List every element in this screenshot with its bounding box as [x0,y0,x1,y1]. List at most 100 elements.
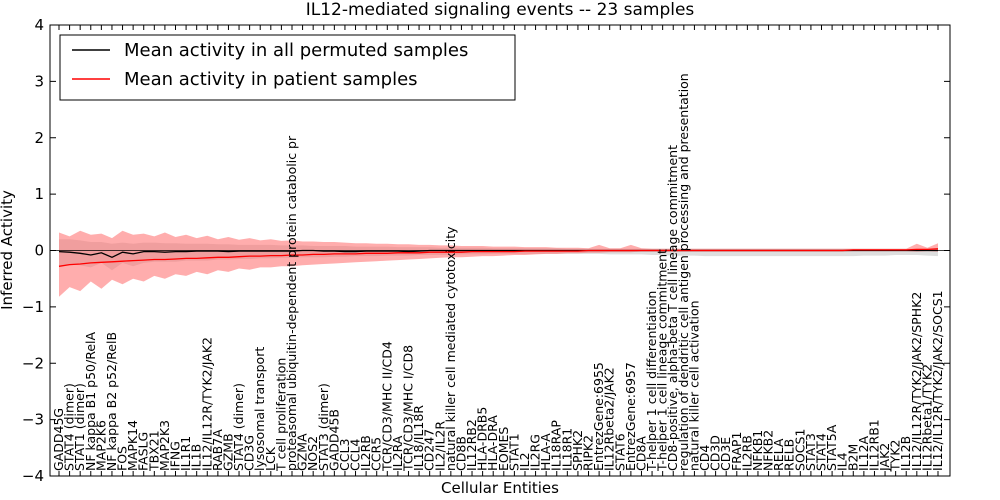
entity-label: FASLG [136,432,151,471]
entity-label: CD3E [718,437,733,471]
legend: Mean activity in all permuted samples Me… [59,34,516,101]
entity-label: STAT1 (dimer) [72,383,87,471]
legend-label-permuted: Mean activity in all permuted samples [124,40,468,61]
entity-label: IL12A [856,435,871,471]
entity-label: RIPK2 [581,435,596,471]
entity-label: T-helper 1 cell lineage commitment [655,249,670,472]
entity-label: TYK2 [888,440,903,472]
entity-label: natural killer cell activation [686,300,701,471]
entity-label: CD3D [708,435,723,471]
y-tick-label: −3 [22,411,44,429]
entity-label: GADD45G [51,408,66,471]
plot-frame [49,24,951,477]
entity-label: TBX21 [146,430,161,472]
entity-label: CCL3 [337,439,352,471]
entity-label: lysosomal transport [252,347,267,471]
entity-label: IL12B [898,436,913,471]
entity-label: STAT4 [814,433,829,471]
x-axis-label: Cellular Entities [441,479,559,497]
entity-label: JAK2 [877,443,892,472]
entity-label: IL12RB2 [464,419,479,471]
entity-label: T-helper 1 cell differentiation [644,291,659,472]
entity-label: EntrezGene:6955 [591,362,606,471]
y-tick-label: −4 [22,467,44,485]
legend-box [59,34,516,101]
entity-label: TCR/CD3/MHC II/CD4 [379,341,394,472]
entity-label: CD3G [242,435,257,471]
chart-title: IL12-mediated signaling events -- 23 sam… [306,0,695,20]
entity-label: SOCS1 [792,429,807,471]
entity-label: IL1B [189,444,204,471]
entity-label: LCK [263,446,278,471]
entity-label: STAT6 [612,433,627,471]
entity-label: regulation of dendritic cell antigen pro… [676,73,691,471]
entity-label: GADD45B [326,409,341,471]
y-tick-label: 1 [34,185,44,203]
entity-label: SPHK2 [570,430,585,471]
entity-label: NOS2 [305,436,320,471]
entity-label: B2M [845,444,860,471]
entity-label: T cell proliferation [273,358,288,472]
entity-label: IL2/IL2R [432,421,447,471]
y-tick-label: 2 [34,129,44,147]
entity-label: TCR/CD3/MHC I/CD8 [401,345,416,472]
entity-label: FOS [115,446,130,471]
entity-label: proteasomal ubiquitin-dependent protein … [284,135,299,471]
entity-label: IL2RB [358,435,373,471]
entity-label: NFKB1 [750,430,765,471]
entity-label: IL1R1 [178,436,193,471]
entity-label: IL18R1 [559,428,574,471]
entity-label: natural killer cell mediated cytotoxicit… [443,226,458,471]
entity-label: FRAP1 [729,432,744,471]
entity-label: MAPK14 [125,420,140,471]
entity-label: RELB [782,439,797,471]
legend-label-patient: Mean activity in patient samples [124,69,418,90]
band-patient-spread [59,230,938,297]
y-tick-label: 0 [34,242,44,260]
entity-label: HLA-A [538,433,553,471]
entity-label: MAP2K3 [157,420,172,471]
entity-label: IL2RB [739,435,754,471]
entity-label: IL4 [835,452,850,471]
entity-label: IL2RG [528,434,543,471]
entity-label: EntrezGene:6957 [623,362,638,471]
entity-label: RELA [771,438,786,471]
entity-label: IL12Rbeta1/TYK2 [919,364,934,471]
entity-label: EOMES [496,427,511,471]
entity-label: RAB7A [210,429,225,471]
entity-label: STAT4 (dimer) [62,383,77,471]
entity-label: STAT1 [506,433,521,471]
series-patient-line [58,248,939,267]
entity-label: CD8-positive, alpha-beta T cell lineage … [665,145,680,471]
entity-label: IL12RB1 [867,419,882,471]
entity-label: IL12/IL12R/TYK2/JAK2/SOCS1 [930,290,945,471]
y-axis-label: Inferred Activity [0,190,16,310]
y-tick-label: 4 [34,16,44,34]
entity-label: STAT3 (dimer) [316,383,331,471]
entity-label: IL18RAP [549,420,564,471]
entity-label: IL2 [517,452,532,471]
y-tick-label: −2 [22,354,44,372]
entity-label: CCL4 [348,439,363,471]
entity-label: IL12Rbeta2/JAK2 [602,367,617,471]
entity-label: CD247 [422,429,437,471]
entity-label: CCR5 [369,437,384,471]
entity-label: IL2RA [390,435,405,471]
entity-label: GZMB [220,433,235,471]
entity-label: CD8A [634,436,649,471]
entity-label: IL18/IL18R [411,405,426,471]
entity-label: STAT3 [803,433,818,471]
entity-label: NF kappa B2 p52/RelB [104,332,119,471]
entity-label: STAT5A [824,424,839,471]
y-tick-label: −1 [22,298,44,316]
entity-label: IL12/IL12R/TYK2/JAK2/SPHK2 [909,292,924,471]
entity-label: CD8B [453,436,468,471]
entity-label: NF kappa B1 p50/RelA [83,331,98,471]
entity-label: MAP2K6 [93,420,108,471]
entity-label: HLA-DRA [485,415,500,471]
entity-label: CD4 [697,445,712,471]
entity-label: HLA-DRB5 [475,407,490,471]
entity-label: IFNG [168,441,183,471]
entity-label: STAT4 (dimer) [231,383,246,471]
